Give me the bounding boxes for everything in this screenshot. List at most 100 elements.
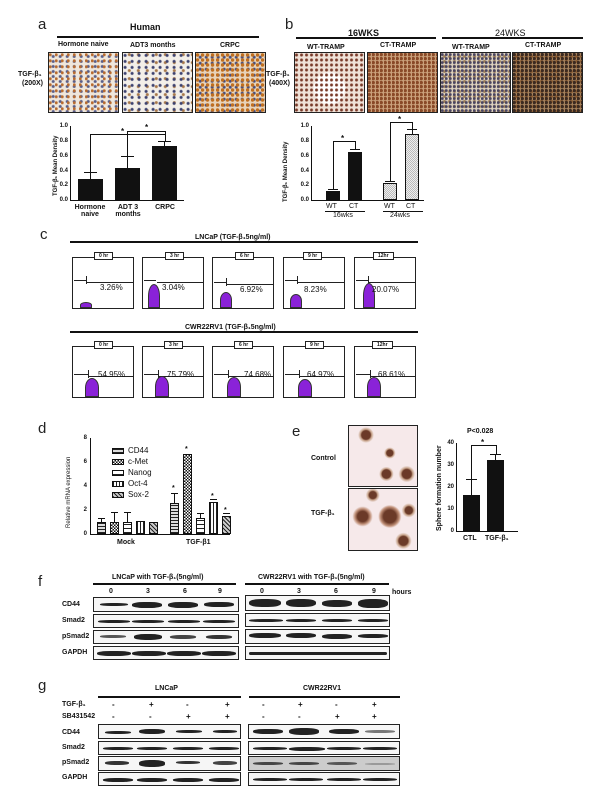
panel-d-ytick: 4 — [83, 483, 87, 489]
flow-time-label: 3 hr — [164, 341, 184, 349]
hour-label: 6 — [183, 588, 187, 595]
sig-star: * — [211, 493, 214, 500]
panel-a-ytick: 0.0 — [59, 197, 68, 203]
legend-item: CD44 — [128, 446, 149, 455]
panel-a-sig-star: * — [121, 127, 125, 136]
panel-a-xtick: ADT 3 months — [115, 204, 141, 218]
panel-b-sig-star: * — [341, 134, 345, 143]
panel-b-group-16wks: 16WKS — [348, 28, 380, 38]
panel-e-xtick: TGF-β₁ — [485, 535, 509, 542]
panel-a-col-adt3: ADT3 months — [130, 42, 176, 49]
panel-a-xtick: CRPC — [155, 204, 175, 211]
blot-g-cwr-gapdh — [248, 772, 400, 786]
treatment-sign: - — [262, 700, 265, 709]
panel-e-letter: e — [292, 423, 301, 440]
panel-a-image-crpc — [195, 52, 266, 113]
flow-time-label: 0 hr — [94, 341, 114, 349]
sig-star: * — [224, 507, 227, 514]
panel-b-xtick: CT — [406, 203, 416, 210]
panel-b-col: WT-TRAMP — [307, 44, 345, 51]
panel-a-row-magnification: (200X) — [22, 80, 44, 87]
panel-b-ytick: 0.6 — [300, 153, 309, 159]
blot-f-lncap-smad2 — [93, 614, 239, 628]
blot-row-label: pSmad2 — [62, 759, 90, 766]
blot-f-cwr-cd44 — [245, 595, 390, 611]
treatment-sign: - — [149, 712, 152, 721]
hour-label: 6 — [334, 588, 338, 595]
panel-b-ytick: 0.0 — [300, 197, 309, 203]
panel-b-xtick: WT — [384, 203, 395, 210]
hour-label: 9 — [218, 588, 222, 595]
blot-g-cwr-smad2 — [248, 741, 400, 755]
flow-percent: 75.79% — [167, 370, 195, 379]
panel-b-bar-ct16 — [348, 152, 362, 200]
panel-e-bar-ctl — [463, 495, 480, 531]
panel-b-col: CT-TRAMP — [525, 42, 562, 49]
sig-star: * — [172, 485, 175, 492]
hour-label: 9 — [372, 588, 376, 595]
panel-e-label-control: Control — [311, 455, 336, 462]
panel-a-y-axis — [70, 126, 71, 201]
panel-d-ytick: 0 — [83, 531, 87, 537]
flow-percent: 8.23% — [304, 285, 327, 294]
panel-e-label-tgf: TGF-β₁ — [311, 510, 335, 517]
panel-f-left-title: LNCaP with TGF-β₁(5ng/ml) — [112, 574, 204, 581]
treatment-sign: + — [225, 700, 230, 709]
panel-b-xtick: WT — [326, 203, 337, 210]
panel-b-group-24wks: 24WKS — [495, 28, 526, 38]
panel-a-group-title: Human — [130, 22, 161, 32]
panel-a-group-line — [57, 36, 259, 38]
blot-g-lncap-cd44 — [98, 724, 241, 739]
panel-a-ytick: 0.6 — [59, 153, 68, 159]
panel-b-image-wt-24 — [440, 52, 511, 113]
panel-a-row-label: TGF-β₁ — [18, 71, 42, 78]
blot-g-lncap-psmad2 — [98, 756, 241, 771]
panel-e-ytick: 10 — [447, 506, 454, 512]
panel-c-letter: c — [40, 226, 48, 243]
flow-percent: 68.61% — [378, 370, 406, 379]
panel-a-bar-hormone-naive — [78, 179, 103, 200]
panel-b-ytick: 0.2 — [300, 182, 309, 188]
treatment-sign: + — [149, 700, 154, 709]
panel-b-row-magnification: (400X) — [269, 80, 291, 87]
flow-plot — [354, 346, 416, 398]
blot-f-cwr-psmad2 — [245, 629, 390, 644]
blot-f-lncap-gapdh — [93, 646, 239, 660]
flow-time-label: 12hr — [372, 341, 393, 349]
panel-b-group-label: 24wks — [390, 212, 410, 219]
flow-plot — [212, 257, 274, 309]
panel-a-letter: a — [38, 16, 47, 33]
panel-f-letter: f — [38, 573, 43, 590]
treatment-sign: + — [372, 700, 377, 709]
flow-percent: 6.92% — [240, 285, 263, 294]
panel-f-left-line — [93, 583, 236, 585]
treatment-sign: - — [112, 712, 115, 721]
panel-a-bar-adt3 — [115, 168, 140, 200]
blot-f-cwr-gapdh — [245, 646, 390, 660]
panel-b-xtick: CT — [349, 203, 359, 210]
panel-b-ytick: 1.0 — [300, 123, 309, 129]
blot-f-cwr-smad2 — [245, 613, 390, 627]
panel-b-image-ct-16 — [367, 52, 438, 113]
legend-item: Nanog — [128, 468, 152, 477]
panel-b-group-line-16 — [296, 37, 436, 39]
panel-e-xtick: CTL — [463, 535, 477, 542]
blot-f-lncap-cd44 — [93, 597, 239, 612]
hours-unit-label: hours — [392, 589, 412, 596]
panel-e-image-tgf — [348, 488, 418, 551]
panel-g-right-title: CWR22RV1 — [303, 685, 341, 692]
hour-label: 0 — [260, 588, 264, 595]
panel-c-row2-line — [70, 331, 418, 333]
panel-a-x-axis — [70, 200, 184, 201]
flow-time-label: 6 hr — [234, 341, 254, 349]
treatment-sign: - — [186, 700, 189, 709]
panel-a-ytick: 0.2 — [59, 182, 68, 188]
panel-e-ytick: 40 — [447, 440, 454, 446]
flow-percent: 3.26% — [100, 283, 123, 292]
flow-time-label: 3 hr — [165, 252, 185, 260]
treatment-sign: - — [298, 712, 301, 721]
panel-b-group-line-24 — [442, 37, 583, 39]
panel-d-xtick: TGF-β1 — [186, 539, 211, 546]
flow-plot — [283, 346, 345, 398]
flow-plot — [283, 257, 345, 309]
